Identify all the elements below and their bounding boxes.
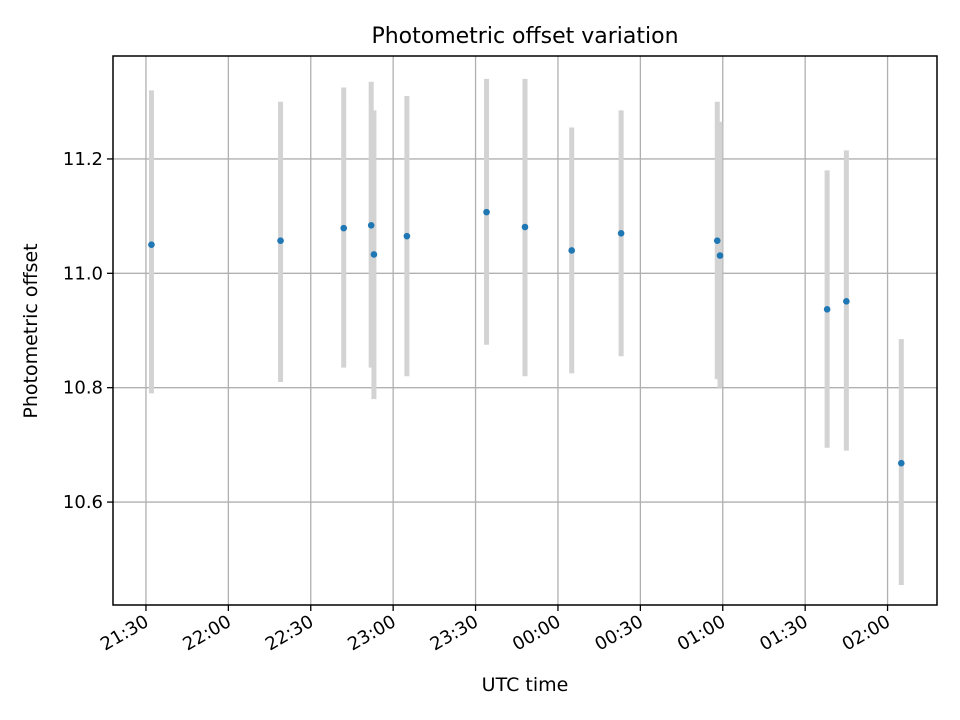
data-point: [521, 223, 529, 231]
error-bars: [148, 78, 904, 585]
x-tick-label: 23:00: [344, 611, 399, 655]
x-axis-label: UTC time: [482, 674, 569, 696]
chart-title: Photometric offset variation: [371, 24, 678, 49]
data-point: [713, 237, 721, 245]
data-point: [340, 224, 348, 232]
ticks: 21:30 22:00 22:30 23:00 23:30 00:00 00:30 01:00…: [63, 149, 894, 655]
y-tick-label: 11.0: [63, 263, 103, 284]
data-point: [148, 241, 155, 249]
y-tick-label: 10.8: [63, 378, 103, 399]
data-point: [897, 459, 905, 467]
x-tick-label: 22:30: [262, 611, 317, 655]
data-point: [617, 229, 625, 237]
data-point: [483, 208, 490, 216]
data-point: [403, 232, 411, 240]
data-point: [277, 237, 284, 245]
data-point: [716, 252, 724, 259]
plot-frame: [112, 55, 938, 606]
x-tick-label: 23:30: [427, 611, 482, 655]
data-point: [370, 251, 378, 258]
x-tick-label: 21:30: [97, 611, 152, 655]
y-tick-label: 11.2: [63, 149, 103, 170]
data-point: [568, 247, 575, 254]
data-point: [823, 306, 831, 313]
data-point: [843, 298, 850, 305]
x-tick-label: 00:00: [509, 611, 564, 655]
x-tick-label: 01:30: [756, 611, 811, 655]
data-points: [148, 208, 905, 467]
x-tick-label: 01:00: [674, 611, 729, 655]
x-tick-label: 22:00: [179, 611, 234, 655]
data-point: [367, 221, 375, 229]
y-tick-label: 10.6: [63, 492, 103, 513]
y-axis-label: Photometric offset: [20, 243, 42, 418]
x-tick-label: 02:00: [839, 611, 894, 655]
x-tick-label: 00:30: [591, 611, 646, 655]
